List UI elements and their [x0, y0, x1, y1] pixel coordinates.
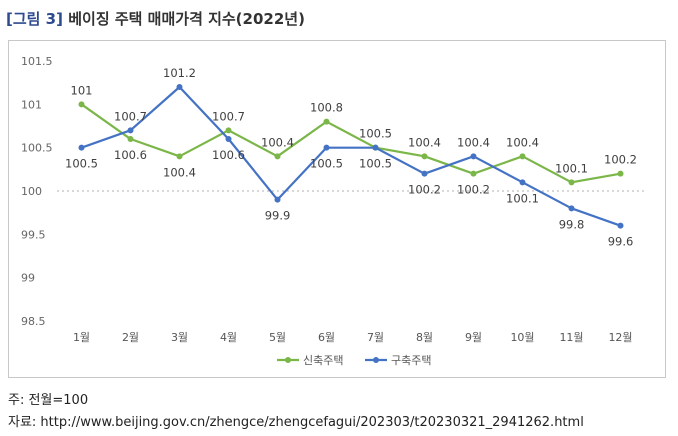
base-note: 주: 전월=100	[8, 393, 89, 408]
x-tick-label: 11월	[559, 331, 583, 344]
data-label-series-1: 100.5	[359, 127, 392, 141]
y-tick-label: 99	[21, 272, 35, 285]
data-point-series-2	[225, 136, 232, 142]
line-chart: 98.5 99 99.5 100 100.5 101 101.5 1월 2월 3월 4월 5월 6월 7월…	[21, 55, 645, 367]
data-point-series-2	[519, 179, 526, 186]
x-tick-label: 2월	[122, 331, 139, 344]
data-label-series-1: 100.7	[212, 109, 245, 123]
x-tick-label: 3월	[171, 331, 188, 344]
source-note: 자료: http://www.beijing.gov.cn/zhengce/zh…	[8, 415, 584, 430]
data-label-series-2: 99.6	[608, 235, 634, 249]
data-point-series-2	[323, 144, 330, 151]
data-label-series-2: 100.1	[506, 191, 539, 205]
data-label-series-2: 99.9	[265, 209, 291, 223]
data-point-series-1	[617, 170, 624, 177]
series-line-2	[81, 85, 621, 227]
x-tick-label: 5월	[269, 331, 286, 344]
data-label-series-2: 100.5	[359, 157, 392, 171]
data-point-series-1	[323, 118, 330, 125]
data-point-series-1	[127, 136, 134, 142]
data-label-series-2: 100.2	[408, 183, 441, 197]
x-tick-label: 6월	[318, 331, 335, 344]
data-point-series-2	[568, 205, 575, 212]
y-tick-label: 98.5	[21, 315, 46, 328]
data-label-series-1: 100.6	[114, 148, 147, 162]
legend-marker-2	[373, 357, 379, 363]
data-point-series-1	[274, 153, 281, 160]
data-label-series-2: 101.2	[163, 66, 196, 80]
chart-title-text: 베이징 주택 매매가격 지수(2022년)	[68, 10, 305, 28]
data-point-series-2	[421, 170, 428, 177]
data-label-series-1: 100.1	[555, 161, 588, 175]
data-point-series-2	[372, 144, 379, 151]
figure-number: [그림 3]	[6, 10, 63, 28]
x-tick-label: 1월	[73, 331, 90, 344]
chart-frame: 98.5 99 99.5 100 100.5 101 101.5 1월 2월 3월 4월 5월 6월 7월…	[8, 40, 666, 378]
data-label-series-1: 100.2	[604, 153, 637, 167]
y-tick-label: 101	[21, 98, 42, 111]
data-point-series-2	[470, 153, 477, 160]
x-tick-label: 12월	[608, 331, 632, 344]
chart-title: [그림 3] 베이징 주택 매매가격 지수(2022년)	[6, 8, 305, 29]
data-label-series-1: 100.4	[261, 135, 294, 149]
legend-label-1: 신축주택	[303, 354, 343, 367]
data-point-series-2	[274, 196, 281, 203]
data-point-series-1	[519, 153, 526, 160]
data-point-series-1	[568, 179, 575, 186]
data-point-series-2	[78, 144, 85, 151]
data-point-series-1	[176, 153, 183, 160]
y-tick-label: 100.5	[21, 142, 53, 155]
x-tick-label: 9월	[465, 331, 482, 344]
data-label-series-1: 100.4	[163, 165, 196, 179]
x-tick-label: 4월	[220, 331, 237, 344]
data-label-series-2: 100.5	[65, 157, 98, 171]
y-tick-label: 101.5	[21, 55, 53, 68]
legend-marker-1	[285, 357, 291, 363]
data-label-series-1: 100.2	[457, 183, 490, 197]
data-label-series-2: 100.4	[457, 135, 490, 149]
data-label-series-2: 100.5	[310, 157, 343, 171]
data-point-series-2	[127, 127, 134, 134]
data-label-series-2: 99.8	[559, 217, 585, 231]
data-point-series-1	[470, 170, 477, 177]
y-tick-label: 99.5	[21, 228, 46, 241]
x-tick-label: 8월	[416, 331, 433, 344]
data-label-series-1: 100.8	[310, 101, 343, 115]
x-tick-label: 7월	[367, 331, 384, 344]
data-label-series-1: 100.4	[408, 135, 441, 149]
data-label-series-1: 101	[71, 83, 93, 97]
data-label-series-2: 100.6	[212, 148, 245, 162]
data-point-series-1	[78, 101, 85, 108]
data-label-series-1: 100.4	[506, 135, 539, 149]
y-tick-label: 100	[21, 185, 42, 198]
data-point-series-1	[421, 153, 428, 160]
data-label-series-2: 100.7	[114, 109, 147, 123]
data-point-series-2	[176, 84, 183, 90]
data-point-series-1	[225, 127, 232, 134]
series-line-1	[80, 103, 621, 184]
data-point-series-2	[617, 222, 624, 229]
legend-label-2: 구축주택	[391, 354, 431, 367]
x-tick-label: 10월	[510, 331, 534, 344]
